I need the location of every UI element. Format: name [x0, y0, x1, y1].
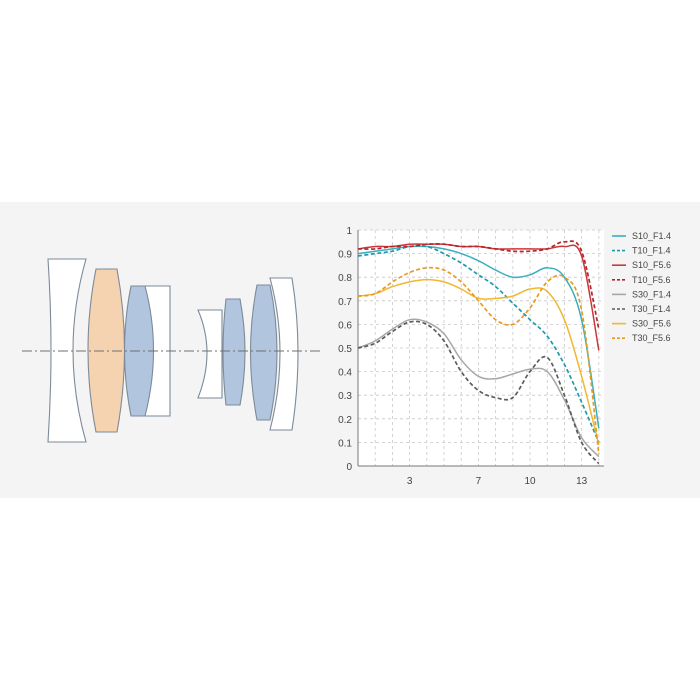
y-tick-label: 0.3 — [338, 391, 352, 402]
series-line-t10-f5-6 — [357, 240, 600, 330]
legend-label: S10_F1.4 — [632, 231, 671, 241]
y-tick-label: 0.7 — [338, 297, 352, 308]
y-tick-label: 0.6 — [338, 320, 352, 331]
chart-grid — [358, 229, 604, 466]
lens-element-2 — [87, 268, 126, 433]
y-tick-label: 1 — [346, 226, 352, 237]
chart-series — [357, 240, 600, 465]
mtf-chart: 00.10.20.30.40.50.60.70.80.913 7 10 13 S10_… — [338, 226, 671, 487]
y-tick-label: 0.5 — [338, 344, 352, 355]
legend-label: T10_F1.4 — [632, 246, 671, 256]
series-line-t30-f1-4 — [357, 320, 600, 465]
series-line-s30-f1-4 — [357, 318, 600, 458]
series-line-t10-f1-4 — [357, 244, 600, 443]
lens-element-5 — [197, 309, 223, 399]
lens-element-8 — [269, 277, 299, 431]
x-tick-label: 10 — [524, 476, 536, 487]
y-tick-label: 0.9 — [338, 250, 352, 261]
legend-label: T30_F1.4 — [632, 304, 671, 314]
y-tick-label: 0 — [346, 462, 352, 473]
legend-label: T10_F5.6 — [632, 275, 671, 285]
series-line-t30-f5-6 — [357, 266, 600, 455]
y-tick-label: 0.4 — [338, 368, 352, 379]
lens-diagram — [22, 258, 320, 443]
x-tick-label: 13 — [576, 476, 588, 487]
y-tick-label: 0.8 — [338, 273, 352, 284]
y-tick-label: 0.2 — [338, 415, 352, 426]
chart-legend: S10_F1.4 T10_F1.4 S10_F5.6 T10_F5.6 S30_F1.4… — [612, 231, 671, 343]
legend-label: T30_F5.6 — [632, 333, 671, 343]
legend-label: S30_F5.6 — [632, 319, 671, 329]
x-tick-label: 7 — [476, 476, 482, 487]
x-tick-label: 3 — [407, 476, 413, 487]
series-line-s10-f1-4 — [357, 245, 600, 429]
legend-label: S30_F1.4 — [632, 289, 671, 299]
y-tick-label: 0.1 — [338, 438, 352, 449]
series-line-s30-f5-6 — [357, 278, 600, 445]
legend-label: S10_F5.6 — [632, 260, 671, 270]
lens-element-7 — [249, 284, 278, 421]
lens-element-6 — [222, 298, 246, 406]
